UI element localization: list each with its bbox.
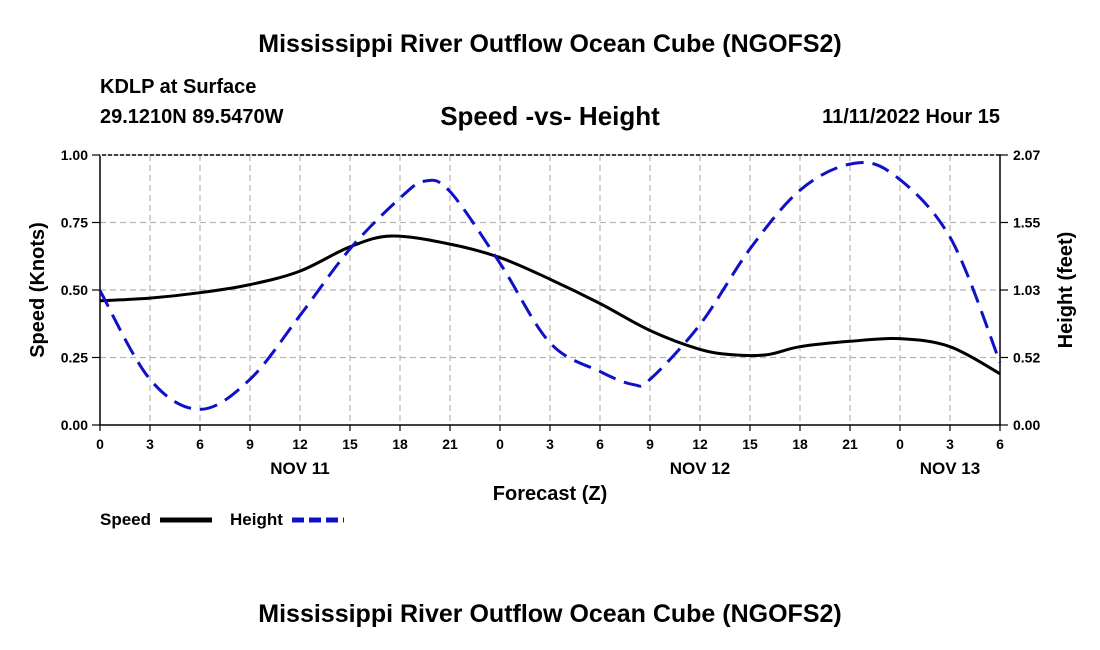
y-left-tick-label: 1.00 bbox=[61, 147, 88, 163]
x-tick-label: 18 bbox=[792, 436, 808, 452]
forecast-datetime: 11/11/2022 Hour 15 bbox=[822, 106, 1000, 128]
x-tick-label: 0 bbox=[496, 436, 504, 452]
series-line-speed bbox=[99, 234, 1001, 376]
legend: Speed Height bbox=[100, 510, 344, 529]
station-coordinates: 29.1210N 89.5470W bbox=[100, 106, 284, 128]
x-tick-label: 0 bbox=[896, 436, 904, 452]
station-label: KDLP at Surface bbox=[100, 76, 257, 98]
x-tick-label: 15 bbox=[742, 436, 758, 452]
y-right-tick-label: 0.52 bbox=[1013, 350, 1040, 366]
y-left-tick-label: 0.50 bbox=[61, 282, 88, 298]
series-line-height bbox=[98, 161, 1002, 411]
x-tick-label: 0 bbox=[96, 436, 104, 452]
x-tick-label: 18 bbox=[392, 436, 408, 452]
x-tick-label: 3 bbox=[146, 436, 154, 452]
y-right-tick-label: 2.07 bbox=[1013, 147, 1040, 163]
page-title: Mississippi River Outflow Ocean Cube (NG… bbox=[258, 30, 842, 58]
y-left-tick-label: 0.00 bbox=[61, 417, 88, 433]
y-axis-left-label: Speed (Knots) bbox=[27, 222, 49, 358]
x-tick-label: 15 bbox=[342, 436, 358, 452]
x-tick-label: 9 bbox=[646, 436, 654, 452]
date-label: NOV 11 bbox=[270, 459, 330, 478]
x-tick-label: 6 bbox=[596, 436, 604, 452]
grid bbox=[100, 155, 1000, 425]
date-label: NOV 13 bbox=[920, 459, 980, 478]
x-axis-label: Forecast (Z) bbox=[493, 483, 607, 505]
y-axis-right-label: Height (feet) bbox=[1055, 232, 1077, 349]
chart-subtitle: Speed -vs- Height bbox=[440, 101, 660, 131]
y-left-tick-label: 0.75 bbox=[61, 215, 88, 231]
x-tick-label: 12 bbox=[292, 436, 308, 452]
y-right-tick-label: 0.00 bbox=[1013, 417, 1040, 433]
x-tick-label: 3 bbox=[946, 436, 954, 452]
x-tick-label: 6 bbox=[196, 436, 204, 452]
x-tick-label: 6 bbox=[996, 436, 1004, 452]
axes: 0 3 6 9 12 15 18 21 0 3 6 9 12 15 18 21 0 3 6 NOV 11 NOV 12 N… bbox=[61, 147, 1041, 478]
legend-speed-label: Speed bbox=[100, 510, 151, 529]
date-label: NOV 12 bbox=[670, 459, 730, 478]
footer-title: Mississippi River Outflow Ocean Cube (NG… bbox=[258, 600, 842, 628]
x-tick-label: 21 bbox=[442, 436, 458, 452]
y-right-tick-label: 1.55 bbox=[1013, 215, 1040, 231]
y-right-tick-label: 1.03 bbox=[1013, 282, 1040, 298]
y-left-tick-label: 0.25 bbox=[61, 350, 88, 366]
series bbox=[98, 161, 1002, 411]
legend-height-label: Height bbox=[230, 510, 283, 529]
x-tick-label: 12 bbox=[692, 436, 708, 452]
x-tick-label: 3 bbox=[546, 436, 554, 452]
x-tick-label: 9 bbox=[246, 436, 254, 452]
x-tick-label: 21 bbox=[842, 436, 858, 452]
